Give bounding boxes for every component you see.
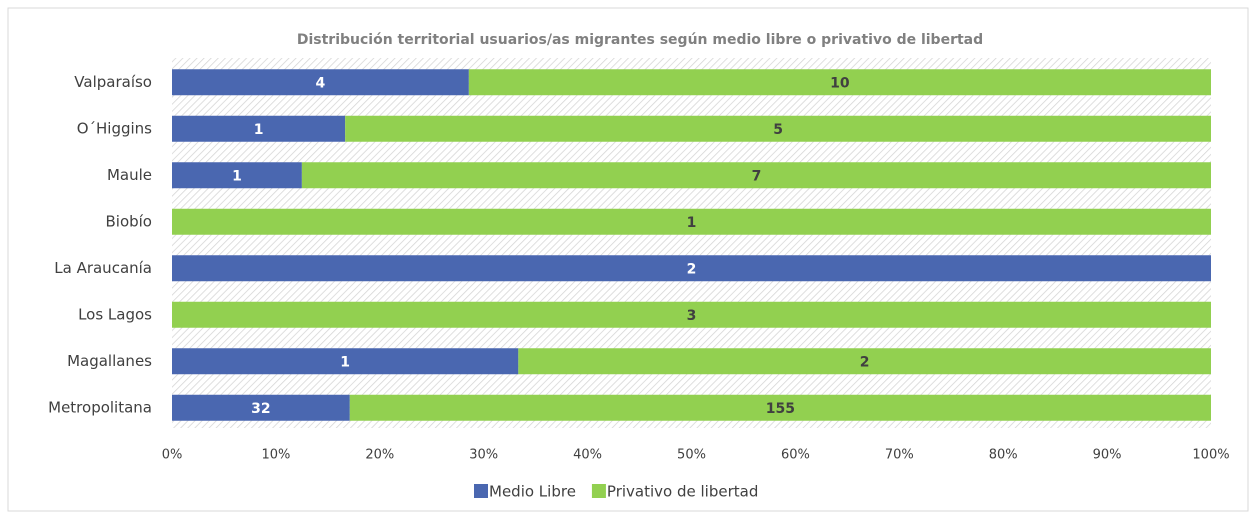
x-tick-label: 90% xyxy=(1093,448,1122,463)
legend-swatch xyxy=(474,484,488,498)
data-label: 3 xyxy=(687,308,697,324)
data-label: 1 xyxy=(340,354,350,370)
bar-segment xyxy=(301,162,1211,189)
data-label: 7 xyxy=(752,168,762,184)
y-tick-label: Valparaíso xyxy=(74,73,152,91)
bar-segment xyxy=(172,162,302,189)
chart-title: Distribución territorial usuarios/as mig… xyxy=(297,32,983,48)
bar-segment xyxy=(172,69,469,96)
x-tick-label: 30% xyxy=(469,448,498,463)
data-label: 1 xyxy=(232,168,242,184)
y-tick-label: Maule xyxy=(107,166,152,184)
bar-segment xyxy=(172,208,1211,235)
x-tick-label: 100% xyxy=(1192,448,1229,463)
y-tick-label: O´Higgins xyxy=(77,119,152,137)
data-label: 10 xyxy=(830,75,850,91)
bar-segment xyxy=(345,115,1212,142)
x-tick-label: 70% xyxy=(885,448,914,463)
y-tick-label: Los Lagos xyxy=(78,305,152,323)
x-tick-label: 40% xyxy=(573,448,602,463)
bar-segment xyxy=(468,69,1211,96)
bar-segment xyxy=(172,255,1211,282)
bar-segment xyxy=(172,348,519,375)
bar-segment xyxy=(172,301,1211,328)
x-tick-label: 10% xyxy=(261,448,290,463)
data-label: 5 xyxy=(773,122,783,138)
data-label: 4 xyxy=(316,75,326,91)
x-tick-label: 20% xyxy=(365,448,394,463)
x-tick-label: 0% xyxy=(162,448,183,463)
bar-segment xyxy=(172,394,350,421)
y-tick-label: La Araucanía xyxy=(54,259,152,277)
x-tick-label: 80% xyxy=(989,448,1018,463)
y-tick-label: Magallanes xyxy=(67,352,152,370)
data-label: 155 xyxy=(766,401,795,417)
bar-segment xyxy=(349,394,1212,421)
x-tick-label: 50% xyxy=(677,448,706,463)
data-label: 2 xyxy=(860,354,870,370)
bar-segment xyxy=(518,348,1211,375)
x-tick-label: 60% xyxy=(781,448,810,463)
bar-segment xyxy=(172,115,346,142)
y-tick-label: Metropolitana xyxy=(48,398,152,416)
data-label: 1 xyxy=(687,215,697,231)
legend-label: Medio Libre xyxy=(489,483,576,501)
y-tick-label: Biobío xyxy=(105,212,152,230)
data-label: 1 xyxy=(254,122,264,138)
legend-label: Privativo de libertad xyxy=(607,483,758,501)
data-label: 2 xyxy=(687,261,697,277)
data-label: 32 xyxy=(251,401,270,417)
legend-swatch xyxy=(591,484,606,498)
